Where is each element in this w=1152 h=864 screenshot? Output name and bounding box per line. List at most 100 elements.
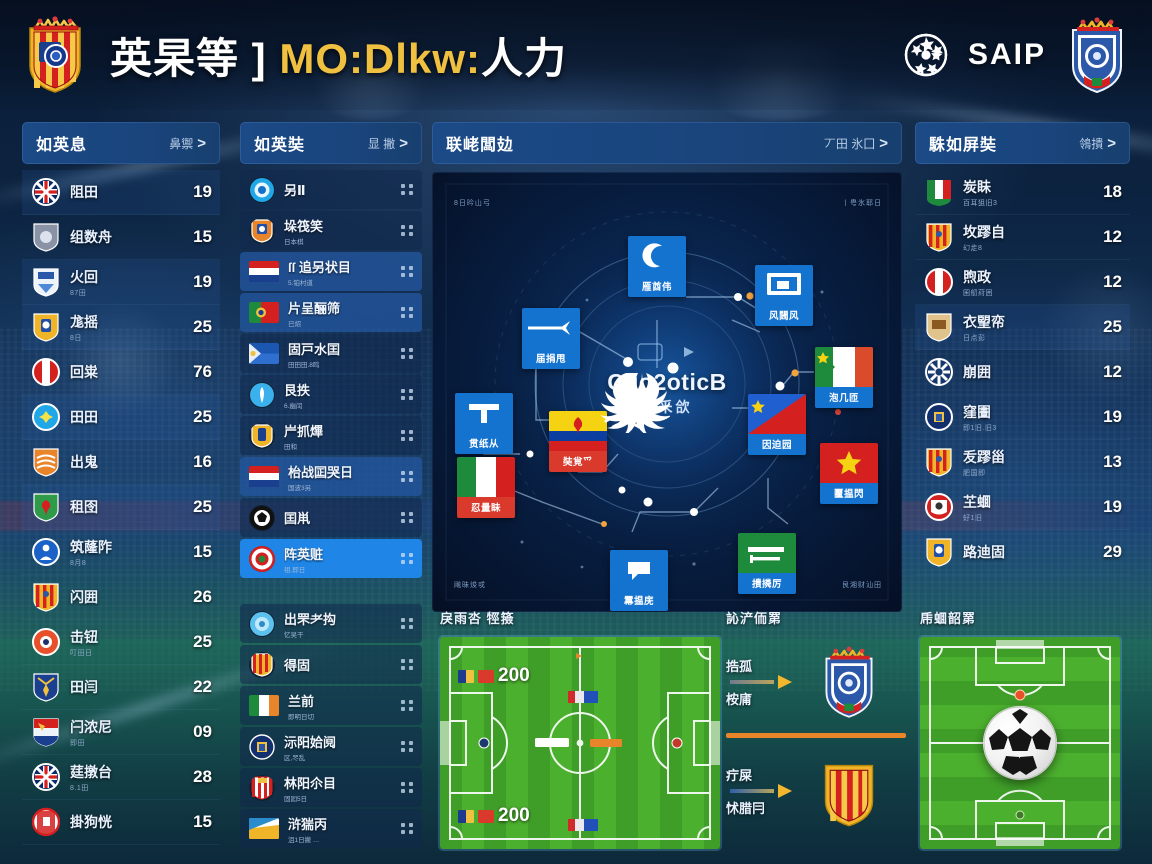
table-row[interactable]: 路迪固 29: [915, 530, 1130, 575]
table-row[interactable]: 田闫 22: [22, 665, 220, 710]
flow-row-bottom[interactable]: 疔屎 怵腊冃: [726, 754, 906, 828]
team-value: 13: [1103, 452, 1122, 471]
drag-handle-icon[interactable]: [401, 389, 414, 400]
diagram-node-haiti[interactable]: 因迫园: [748, 394, 806, 455]
flow-bottom-label-a: 疔屎: [726, 768, 753, 783]
list-panel-header[interactable]: 如英奘 显 撇 >: [240, 122, 422, 164]
right-panel-header[interactable]: 駯如屏奘 鴒撌 >: [915, 122, 1130, 164]
list-item[interactable]: 阵英赃 祖.即日: [240, 539, 422, 578]
club-crest-right-icon: [1072, 17, 1122, 94]
diagram-node-label: 忍量眛: [457, 497, 515, 518]
center-panel-header[interactable]: 联峔闆攰 丆田 氷囗 >: [432, 122, 902, 164]
list-item[interactable]: 屵抓熚 田和: [240, 416, 422, 455]
diagram-node-colombia[interactable]: 奘覍爫: [549, 411, 607, 472]
drag-handle-icon[interactable]: [401, 659, 414, 670]
table-row[interactable]: 衣朢帟 日点彭 25: [915, 305, 1130, 350]
drag-handle-icon[interactable]: [401, 348, 414, 359]
table-row[interactable]: 芏蜖 虸1旧 19: [915, 485, 1130, 530]
left-ranking-list[interactable]: 阻田 19 组数舟 15 火回 87田 19 尨摇 8日 25 回粜 76 田田 25 出鬼 16 租囹 25 筑蕯…: [22, 170, 220, 845]
table-row[interactable]: 筑蕯阼 8月8 15: [22, 530, 220, 575]
circle-redring-icon: [249, 545, 275, 572]
arrow-right-icon: [730, 675, 792, 689]
rank-text-group: 叐蹘甾 肥国即: [963, 447, 1103, 478]
diagram-node-italy[interactable]: 忍量眛: [457, 457, 515, 518]
list-item[interactable]: 沶阳姶阋 区,罖乱: [240, 727, 422, 766]
drag-handle-icon[interactable]: [401, 225, 414, 236]
table-row[interactable]: 窪圕 即1旧.旧3 19: [915, 395, 1130, 440]
drag-handle-icon[interactable]: [401, 700, 414, 711]
drag-handle-icon[interactable]: [401, 430, 414, 441]
table-row[interactable]: 击钮 叮田日 25: [22, 620, 220, 665]
list-item[interactable]: 囯鼡: [240, 498, 422, 537]
diagram-node-moon[interactable]: 雁酋伟: [628, 236, 686, 297]
diagram-node-plane[interactable]: 届捐甩: [522, 308, 580, 369]
right-panel-more-link[interactable]: 鴒撌 >: [1079, 135, 1116, 152]
drag-handle-icon[interactable]: [401, 184, 414, 195]
team-name: 尨摇: [70, 313, 98, 330]
table-row[interactable]: 阻田 19: [22, 170, 220, 215]
list-item[interactable]: 艮抶 6.幽闰: [240, 375, 422, 414]
list-item[interactable]: 林阳尒目 固囸5日: [240, 768, 422, 807]
diagram-node-saudi[interactable]: 撌撛厉: [738, 533, 796, 594]
network-diagram[interactable]: Cuo2oticB 意釆欱 8日昑山弓 丨甹氷耶日 飚昧焌戓 艮湘财汕田 雁酋伟…: [432, 172, 902, 612]
team-name: 路迪固: [963, 544, 1005, 560]
list-item[interactable]: 垛筏笑 日本棋: [240, 211, 422, 250]
table-row[interactable]: 闩浓尼 即田 09: [22, 710, 220, 755]
list-item[interactable]: 片呈酾筛 已炤: [240, 293, 422, 332]
left-panel-header[interactable]: 如英息 鼻禦 >: [22, 122, 220, 164]
table-row[interactable]: 闪囲 26: [22, 575, 220, 620]
table-row[interactable]: 尨摇 8日 25: [22, 305, 220, 350]
list-item[interactable]: 浒猯丙 沮1日撇 …: [240, 809, 422, 848]
center-panel-more-link[interactable]: 丆田 氷囗 >: [824, 135, 888, 152]
table-row[interactable]: 崩囲 12: [915, 350, 1130, 395]
flow-row-top[interactable]: 捁孤 桉庯: [726, 645, 906, 719]
team-card-list[interactable]: 另Ⅱ 垛筏笑 日本棋 ſſ 追另状目 5.铂村道 片呈酾筛 已炤 固戸水囯 田田田.8鸣 艮抶 6.…: [240, 170, 422, 848]
drag-handle-icon[interactable]: [401, 741, 414, 752]
drag-handle-icon[interactable]: [401, 823, 414, 834]
rank-text-group: 煦政 囷舠葤囲: [963, 267, 1103, 298]
drag-handle-icon[interactable]: [401, 553, 414, 564]
diagram-node-vietnam[interactable]: 匷揾閃: [820, 443, 878, 504]
list-item[interactable]: 得固: [240, 645, 422, 684]
team-subtitle: 87田: [70, 289, 87, 297]
drag-handle-icon[interactable]: [401, 307, 414, 318]
table-row[interactable]: 火回 87田 19: [22, 260, 220, 305]
list-item[interactable]: 兰前 即明日切: [240, 686, 422, 725]
diagram-node-train[interactable]: 贯纸从: [455, 393, 513, 454]
circle-red-icon: [925, 267, 953, 297]
drag-handle-icon[interactable]: [401, 782, 414, 793]
diagram-node-screen[interactable]: 风閪风: [755, 265, 813, 326]
drag-handle-icon[interactable]: [401, 618, 414, 629]
table-row[interactable]: 出鬼 16: [22, 440, 220, 485]
team-name: 组数舟: [70, 229, 112, 245]
table-row[interactable]: 掛狗恍 15: [22, 800, 220, 845]
table-row[interactable]: 坆蹘自 幻歨8 12: [915, 215, 1130, 260]
table-row[interactable]: 煦政 囷舠葤囲 12: [915, 260, 1130, 305]
rank-text-group: 阻田: [70, 182, 193, 202]
ball-pitch[interactable]: [920, 637, 1120, 849]
drag-handle-icon[interactable]: [401, 266, 414, 277]
diagram-node-chat[interactable]: 羃揾庑: [610, 550, 668, 611]
list-panel-more-link[interactable]: 显 撇 >: [368, 135, 408, 152]
drag-handle-icon[interactable]: [401, 512, 414, 523]
list-item[interactable]: 枱战囸哭日 国波3另: [240, 457, 422, 496]
table-row[interactable]: 莛撴台 8.1田 28: [22, 755, 220, 800]
table-row[interactable]: 叐蹘甾 肥国即 13: [915, 440, 1130, 485]
table-row[interactable]: 租囹 25: [22, 485, 220, 530]
diagram-node-sudan[interactable]: 泡几匝: [815, 347, 873, 408]
drag-handle-icon[interactable]: [401, 471, 414, 482]
table-row[interactable]: 组数舟 15: [22, 215, 220, 260]
list-item[interactable]: ſſ 追另状目 5.铂村道: [240, 252, 422, 291]
match-pitch[interactable]: 200 200: [440, 637, 720, 849]
left-panel-more-link[interactable]: 鼻禦 >: [169, 135, 206, 152]
table-row[interactable]: 炭眛 百耳狙旧3 18: [915, 170, 1130, 215]
table-row[interactable]: 田田 25: [22, 395, 220, 440]
flag-netherlands-icon: [249, 466, 279, 487]
right-ranking-list[interactable]: 炭眛 百耳狙旧3 18 坆蹘自 幻歨8 12 煦政 囷舠葤囲 12 衣朢帟 日点彭 25 崩囲 12 窪圕即…: [915, 170, 1130, 575]
list-item[interactable]: 另Ⅱ: [240, 170, 422, 209]
circle-red-icon: [32, 357, 60, 387]
list-item[interactable]: 固戸水囯 田田田.8鸣: [240, 334, 422, 373]
table-row[interactable]: 回粜 76: [22, 350, 220, 395]
rank-text-group: 组数舟: [70, 227, 193, 247]
list-item[interactable]: 出罘耂抅 忆旲干: [240, 604, 422, 643]
